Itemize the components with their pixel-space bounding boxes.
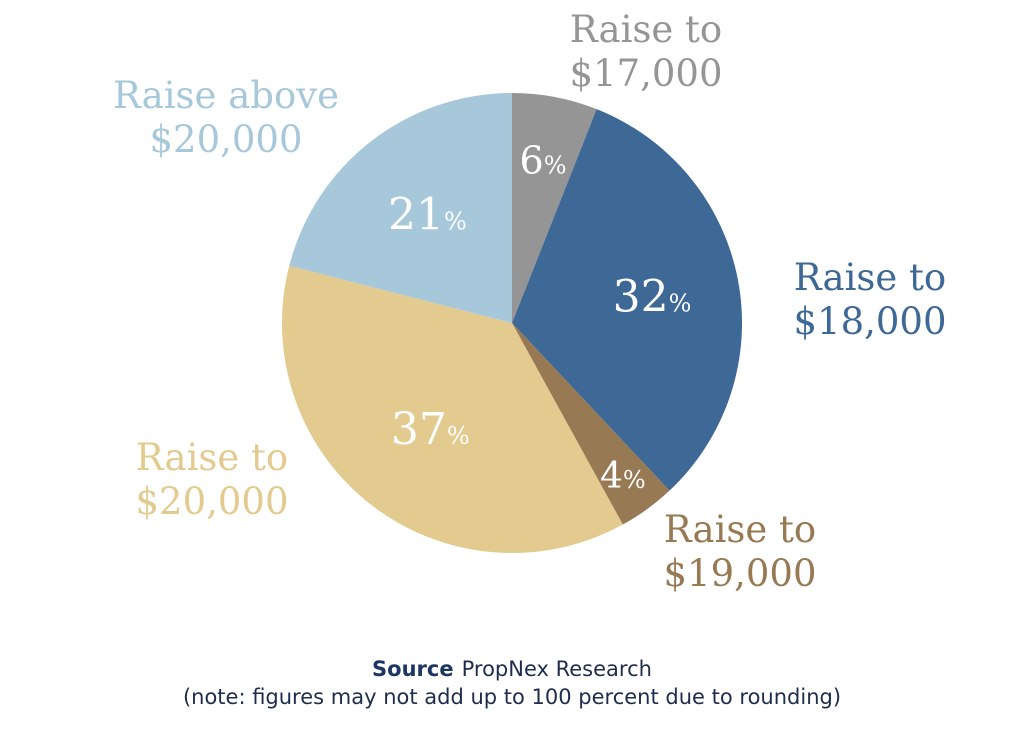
pie-chart: 6% 32% 4% 37% 21% Raise to $17,000 Raise to $18… bbox=[113, 8, 947, 595]
source-text: PropNex Research bbox=[461, 657, 652, 681]
pie-slice bbox=[512, 109, 742, 491]
source-label: Source bbox=[372, 657, 454, 681]
percent-label: 21% bbox=[388, 189, 467, 240]
pie-slice bbox=[512, 93, 597, 323]
category-label: Raise above $20,000 bbox=[113, 74, 339, 161]
percent-label: 6% bbox=[520, 139, 567, 183]
rounding-note: (note: figures may not add up to 100 per… bbox=[182, 685, 842, 709]
pie-slices bbox=[282, 93, 742, 553]
pie-slice bbox=[289, 93, 512, 323]
source-line: Source PropNex Research bbox=[0, 655, 1024, 683]
pie-slice bbox=[512, 323, 670, 525]
percent-label: 32% bbox=[613, 272, 692, 323]
percent-label: 4% bbox=[600, 456, 646, 497]
percent-label: 37% bbox=[391, 404, 470, 455]
category-label: Raise to $18,000 bbox=[793, 256, 946, 343]
category-label: Raise to $17,000 bbox=[569, 8, 722, 95]
category-label: Raise to $20,000 bbox=[135, 436, 288, 523]
pie-slice bbox=[282, 265, 623, 553]
chart-footer: Source PropNex Research (note: figures ma… bbox=[0, 655, 1024, 711]
percent-labels: 6% 32% 4% 37% 21% bbox=[388, 139, 691, 498]
category-label: Raise to $19,000 bbox=[663, 508, 816, 595]
category-labels: Raise to $17,000 Raise to $18,000 Raise to $1… bbox=[113, 8, 947, 595]
